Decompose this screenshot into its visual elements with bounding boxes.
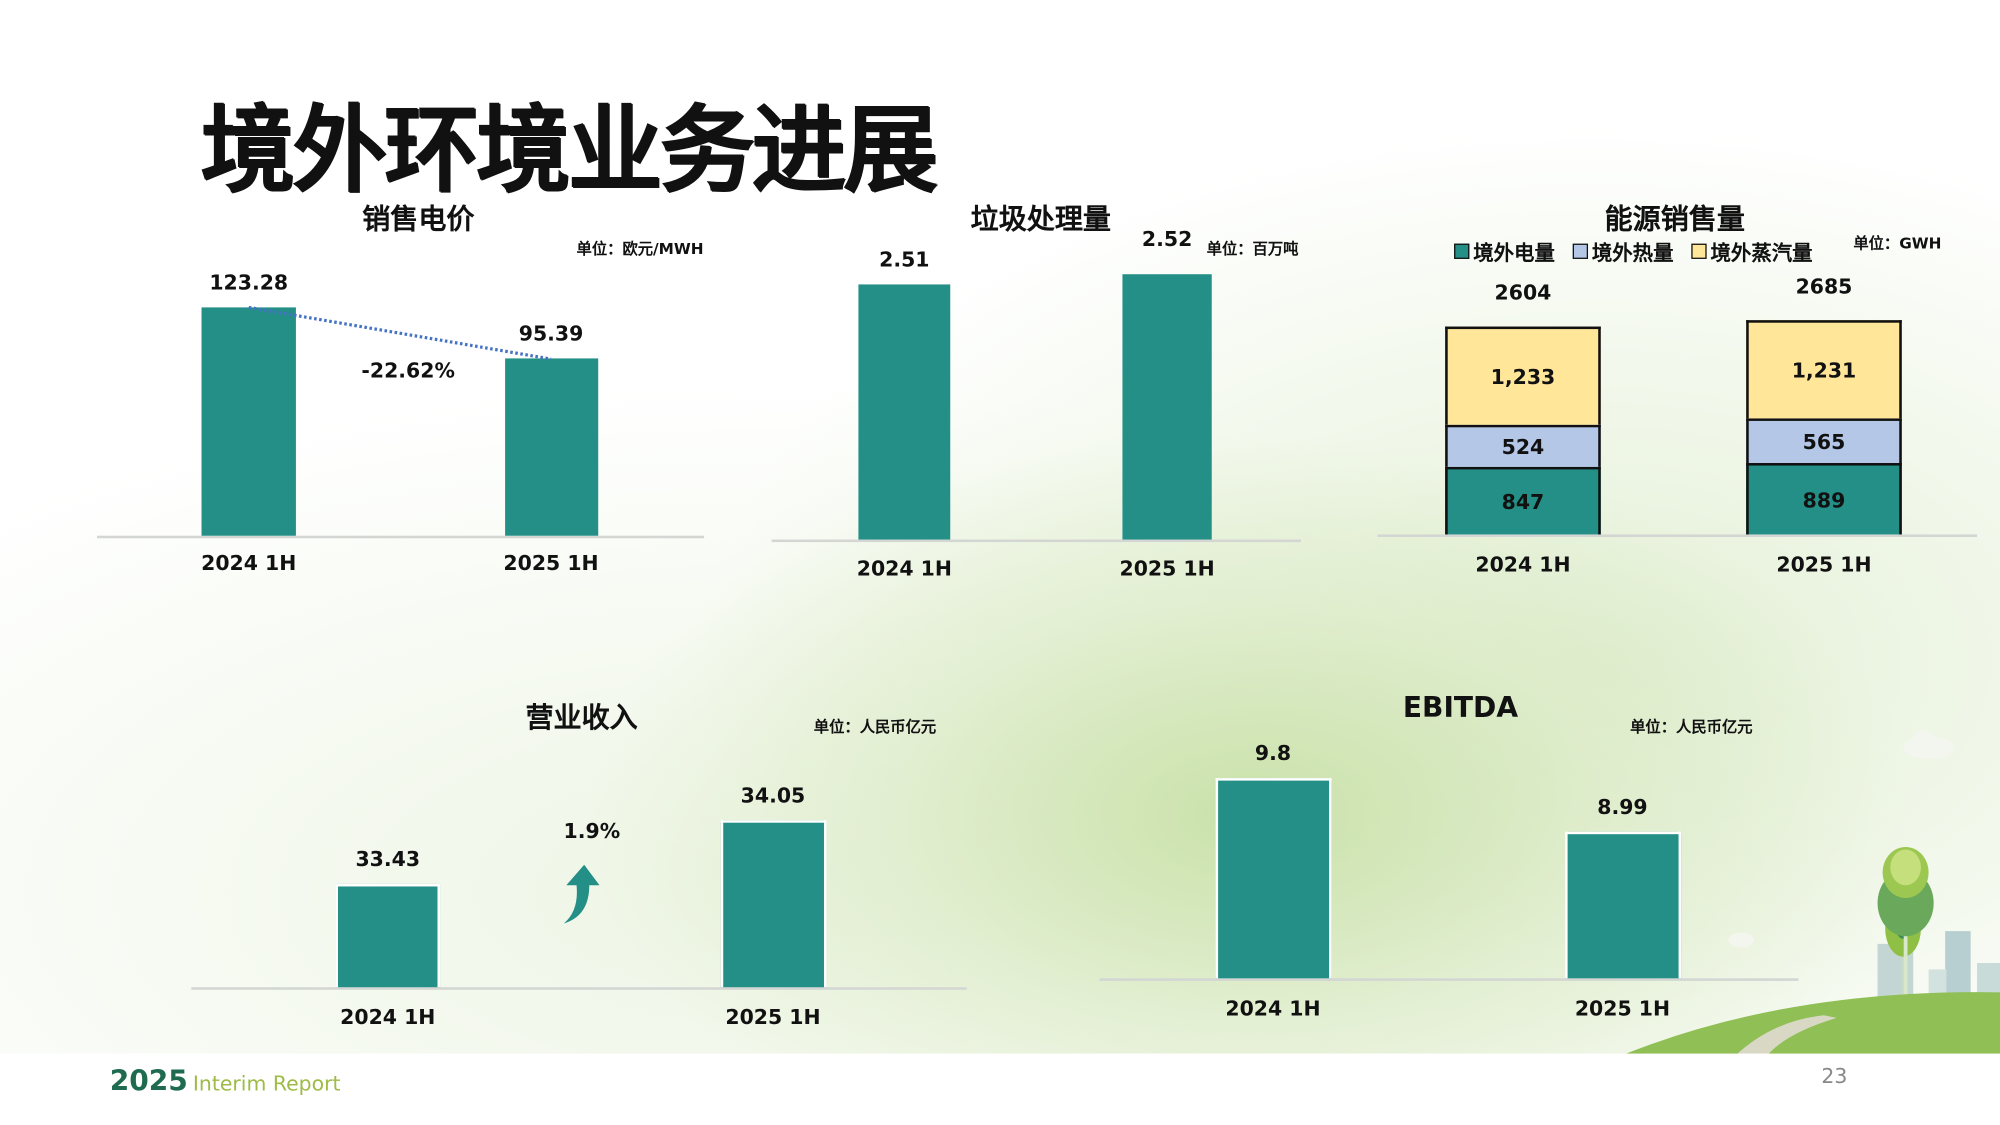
energy-total-label: 2685 xyxy=(1795,274,1853,299)
energy-chart-title: 能源销售量 xyxy=(1604,204,1745,236)
revenue-value-label: 34.05 xyxy=(740,782,806,807)
legend-swatch xyxy=(1572,243,1589,259)
price-change-label: -22.62% xyxy=(361,358,455,383)
waste-chart-title: 垃圾处理量 xyxy=(970,204,1111,236)
ebitda-bar xyxy=(1214,777,1331,979)
up-arrow-icon xyxy=(561,864,607,926)
footer-strip xyxy=(0,1053,2000,1125)
energy-x-axis xyxy=(1377,534,1978,537)
energy-bar-segment: 889 xyxy=(1746,463,1902,535)
landscape-illustration xyxy=(1619,729,2000,1059)
page-number: 23 xyxy=(1821,1063,1848,1089)
legend-label: 境外蒸汽量 xyxy=(1710,241,1813,266)
energy-category-label: 2025 1H xyxy=(1776,552,1872,577)
revenue-category-label: 2024 1H xyxy=(340,1005,436,1030)
waste-category-label: 2024 1H xyxy=(856,556,952,581)
waste-x-axis xyxy=(771,539,1302,543)
ebitda-unit-label: 单位：人民币亿元 xyxy=(1630,718,1753,736)
ebitda-x-axis xyxy=(1099,978,1799,981)
revenue-unit-label: 单位：人民币亿元 xyxy=(813,718,937,736)
price-category-label: 2025 1H xyxy=(503,551,599,576)
energy-bar-segment: 847 xyxy=(1445,466,1601,535)
price-chart-title: 销售电价 xyxy=(362,204,475,236)
waste-bar xyxy=(1122,274,1212,540)
cloud-icon xyxy=(1903,729,1955,759)
footer-text: Interim Report xyxy=(192,1071,341,1096)
waste-unit-label: 单位：百万吨 xyxy=(1206,239,1299,258)
footer-year: 2025 xyxy=(109,1066,188,1099)
revenue-value-label: 33.43 xyxy=(355,846,421,871)
ebitda-value-label: 9.8 xyxy=(1254,740,1292,765)
price-bar xyxy=(201,307,296,536)
price-x-axis xyxy=(96,535,705,539)
revenue-x-axis xyxy=(191,987,967,990)
revenue-chart-title: 营业收入 xyxy=(525,702,638,735)
waste-value-label: 2.52 xyxy=(1141,227,1193,252)
price-value-label: 95.39 xyxy=(518,322,584,347)
ebitda-chart-title: EBITDA xyxy=(1402,692,1519,725)
price-bar xyxy=(504,359,598,536)
energy-bar-segment: 524 xyxy=(1445,424,1601,467)
legend-swatch xyxy=(1691,243,1707,259)
ebitda-value-label: 8.99 xyxy=(1597,794,1648,819)
page-title: 境外环境业务进展 xyxy=(200,95,937,206)
legend-item: 境外电量 xyxy=(1454,236,1555,267)
energy-bar-segment: 565 xyxy=(1746,418,1902,464)
energy-legend: 境外电量 境外热量 境外蒸汽量 xyxy=(1454,236,1813,267)
energy-total-label: 2604 xyxy=(1494,280,1552,305)
price-category-label: 2024 1H xyxy=(201,551,297,576)
legend-swatch xyxy=(1454,243,1470,259)
trend-line xyxy=(248,305,552,361)
ebitda-bar xyxy=(1564,831,1681,979)
revenue-growth-label: 1.9% xyxy=(563,818,621,844)
ebitda-category-label: 2025 1H xyxy=(1574,996,1671,1021)
legend-item: 境外热量 xyxy=(1572,236,1674,267)
footer-logo: 2025 Interim Report xyxy=(110,1066,341,1098)
legend-label: 境外电量 xyxy=(1473,241,1555,266)
energy-bar-segment: 1,233 xyxy=(1445,326,1601,425)
revenue-bar xyxy=(335,883,441,988)
revenue-category-label: 2025 1H xyxy=(725,1005,821,1030)
price-unit-label: 单位：欧元/MWH xyxy=(576,239,704,258)
revenue-bar xyxy=(720,819,826,988)
legend-item: 境外蒸汽量 xyxy=(1691,236,1813,267)
waste-bar xyxy=(858,284,951,540)
waste-category-label: 2025 1H xyxy=(1119,556,1215,581)
price-value-label: 123.28 xyxy=(209,270,289,295)
ebitda-category-label: 2024 1H xyxy=(1225,996,1321,1021)
legend-label: 境外热量 xyxy=(1591,241,1674,266)
waste-value-label: 2.51 xyxy=(879,247,930,272)
energy-category-label: 2024 1H xyxy=(1475,552,1571,577)
energy-unit-label: 单位：GWH xyxy=(1853,234,1942,253)
energy-bar-segment: 1,231 xyxy=(1746,320,1902,419)
